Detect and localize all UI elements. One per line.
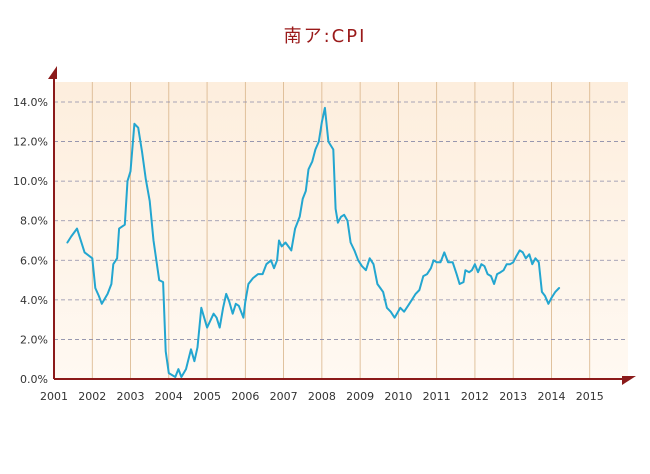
x-tick-label: 2001 [40,390,68,403]
y-tick-label: 14.0% [13,96,48,109]
y-tick-label: 2.0% [20,333,48,346]
y-tick-label: 10.0% [13,175,48,188]
vertical-gridlines [91,82,591,379]
plot-background [54,82,628,379]
x-axis-arrow [622,376,636,385]
y-tick-label: 8.0% [20,215,48,228]
x-tick-label: 2011 [423,390,451,403]
x-tick-label: 2003 [117,390,145,403]
x-tick-label: 2008 [308,390,336,403]
x-tick-label: 2012 [461,390,489,403]
x-tick-label: 2006 [231,390,259,403]
x-tick-label: 2013 [499,390,527,403]
x-tick-label: 2009 [346,390,374,403]
x-tick-labels: 2001 2002 2003 2004 2005 2006 2007 2008 2009 2010… [40,390,604,403]
chart-title: 南ア:CPI [283,26,367,47]
x-tick-label: 2007 [270,390,298,403]
series-line [66,106,561,378]
x-tick-label: 2005 [193,390,221,403]
horizontal-gridlines [54,101,628,340]
y-tick-label: 0.0% [20,373,48,386]
y-tick-label: 4.0% [20,294,48,307]
x-tick-label: 2010 [384,390,412,403]
x-tick-label: 2014 [537,390,565,403]
x-tick-label: 2004 [155,390,183,403]
x-tick-label: 2002 [78,390,106,403]
x-tick-label: 2015 [576,390,604,403]
y-axis-arrow [48,66,57,79]
y-tick-labels: 0.0% 2.0% 4.0% 6.0% 8.0% 10.0% 12.0% 14.0% [13,96,48,386]
y-tick-label: 12.0% [13,136,48,149]
y-tick-label: 6.0% [20,254,48,267]
